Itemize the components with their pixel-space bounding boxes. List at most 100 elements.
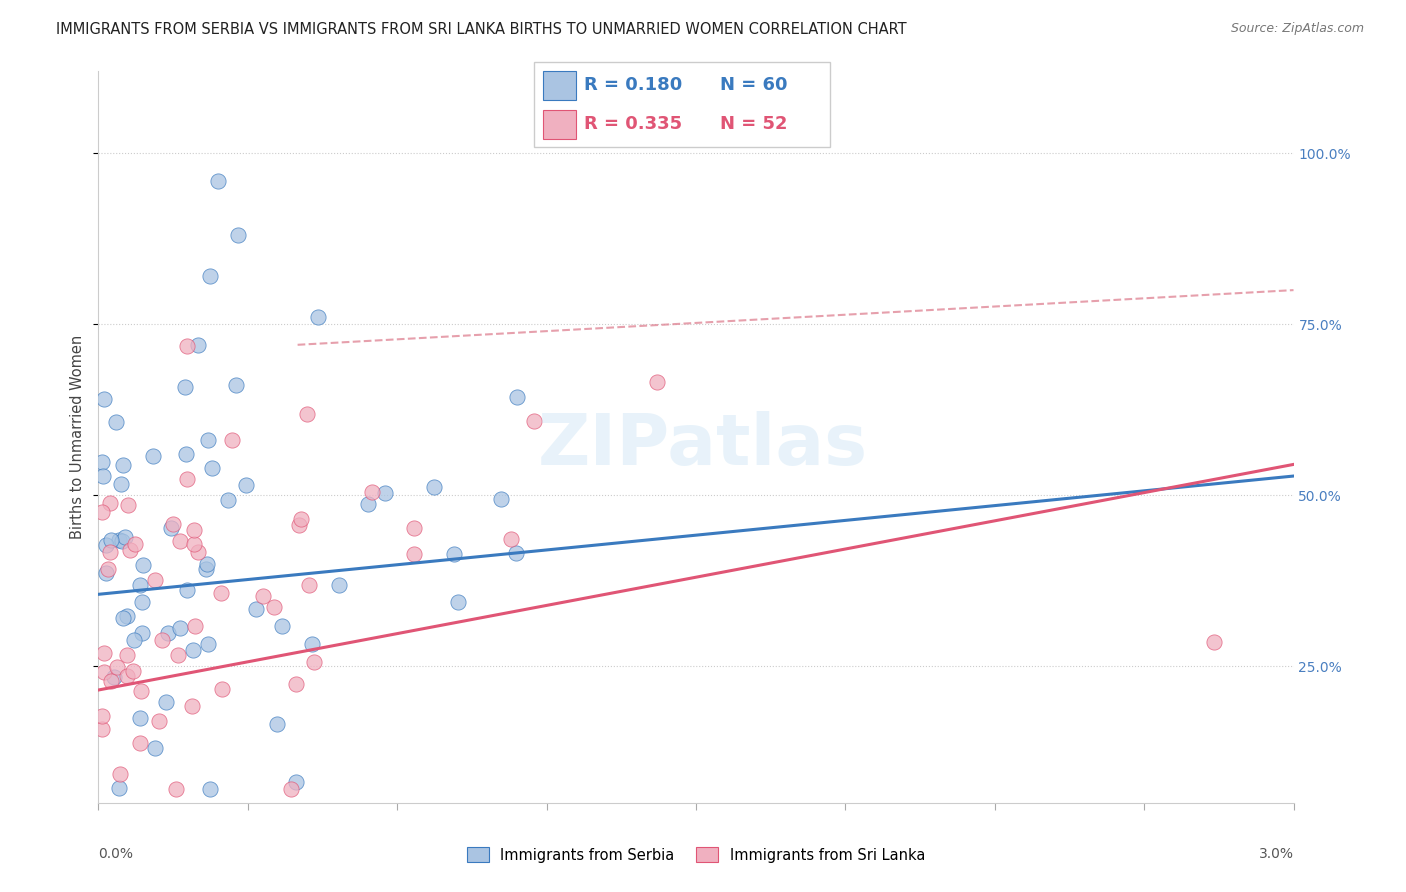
Point (207, 174, 229, 188)
Point (1202, 635, 1225, 649)
Point (499, 532, 522, 546)
Point (115, 669, 138, 683)
Point (226, 228, 249, 243)
Point (169, 621, 191, 635)
Point (111, 458, 134, 472)
Point (143, 573, 166, 587)
Text: 0.0%: 0.0% (98, 847, 134, 861)
Point (91, 505, 114, 519)
Point (128, 710, 150, 724)
Point (97, 561, 120, 575)
Text: 3.0%: 3.0% (1258, 847, 1294, 861)
Point (422, 480, 444, 494)
Point (200, 782, 222, 797)
Point (174, 447, 197, 461)
Point (298, 578, 321, 592)
Point (91, 455, 114, 469)
Point (645, 375, 668, 389)
Point (221, 433, 243, 447)
Point (111, 611, 134, 625)
Point (155, 695, 177, 709)
Point (111, 534, 134, 549)
Point (94, 538, 117, 552)
Point (156, 625, 179, 640)
Point (115, 648, 138, 662)
Point (195, 557, 218, 571)
Point (91, 708, 114, 723)
Point (183, 523, 205, 537)
Point (328, 578, 350, 592)
Point (505, 546, 527, 560)
Point (131, 595, 153, 609)
Point (284, 676, 307, 690)
Point (523, 414, 546, 428)
Point (447, 595, 470, 609)
Point (280, 782, 302, 797)
Point (211, 682, 233, 697)
Point (198, 269, 221, 284)
Point (122, 664, 145, 678)
Y-axis label: Births to Unmarried Women: Births to Unmarried Women (70, 335, 86, 539)
FancyBboxPatch shape (543, 110, 575, 139)
Point (176, 582, 198, 597)
Point (404, 547, 426, 561)
Point (110, 476, 132, 491)
Point (162, 517, 184, 532)
Point (93, 392, 115, 407)
Point (100, 673, 122, 688)
Point (105, 660, 128, 674)
Point (142, 449, 165, 463)
Point (361, 485, 384, 500)
Point (295, 407, 318, 421)
Point (122, 633, 145, 648)
Point (105, 415, 128, 429)
Point (307, 310, 329, 325)
Point (107, 781, 129, 796)
Point (129, 684, 152, 698)
Point (301, 637, 323, 651)
Point (506, 390, 529, 404)
Point (93, 665, 115, 679)
Point (107, 533, 129, 548)
Point (187, 545, 209, 559)
Point (91, 469, 114, 483)
Point (374, 485, 396, 500)
Point (169, 534, 191, 549)
Point (252, 589, 274, 603)
Point (128, 578, 150, 592)
Point (120, 543, 142, 558)
Text: R = 0.180: R = 0.180 (585, 77, 683, 95)
Point (91, 722, 114, 736)
Point (176, 339, 198, 353)
Point (150, 632, 173, 647)
FancyBboxPatch shape (534, 62, 830, 147)
Point (197, 433, 219, 447)
Point (110, 767, 132, 781)
Point (200, 460, 222, 475)
Point (115, 608, 138, 623)
Point (197, 637, 219, 651)
Text: N = 60: N = 60 (720, 77, 787, 95)
Point (173, 380, 195, 394)
Point (100, 533, 122, 548)
Point (96, 566, 118, 580)
Point (266, 716, 288, 731)
Point (132, 558, 155, 572)
Point (217, 492, 239, 507)
Text: Source: ZipAtlas.com: Source: ZipAtlas.com (1230, 22, 1364, 36)
Point (160, 521, 183, 535)
Point (131, 625, 153, 640)
Point (194, 562, 217, 576)
FancyBboxPatch shape (543, 71, 575, 100)
Point (271, 619, 294, 633)
Point (235, 478, 257, 492)
Point (165, 782, 187, 797)
Point (98, 544, 121, 558)
Point (117, 498, 139, 512)
Point (443, 547, 465, 561)
Text: R = 0.335: R = 0.335 (585, 115, 682, 133)
Point (184, 618, 207, 632)
Point (114, 530, 136, 544)
Point (167, 648, 190, 662)
Text: ZIPatlas: ZIPatlas (538, 411, 868, 481)
